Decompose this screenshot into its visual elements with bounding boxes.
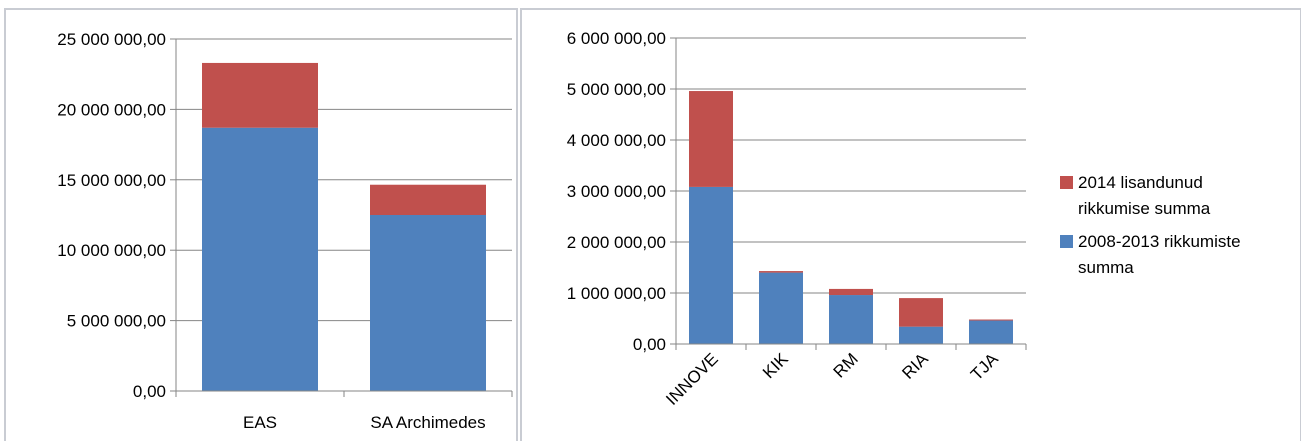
chart-panel-right: 0,00 1 000 000,00 2 000 000,00 3 000 000,00… — [520, 8, 1301, 441]
y-tick-label: 25 000 000,00 — [57, 30, 166, 49]
x-tick-label: EAS — [243, 413, 277, 432]
x-tick-label: RIA — [898, 349, 932, 383]
x-tick-label: RM — [830, 349, 862, 381]
bar-tja-series-1 — [969, 321, 1013, 344]
y-tick-label: 20 000 000,00 — [57, 100, 166, 119]
bar-ria-series-2 — [899, 298, 943, 327]
bar-innove-series-2 — [689, 91, 733, 187]
y-tick-label: 10 000 000,00 — [57, 241, 166, 260]
x-tick-label: KIK — [759, 349, 792, 382]
y-tick-label: 1 000 000,00 — [567, 284, 666, 303]
y-tick-label: 15 000 000,00 — [57, 171, 166, 190]
y-tick-label: 5 000 000,00 — [567, 80, 666, 99]
chart-left: 0,00 5 000 000,00 10 000 000,00 15 000 000,… — [6, 10, 516, 443]
bar-sa-archimedes-series-1 — [370, 215, 486, 391]
legend-swatch-2014 — [1060, 176, 1073, 189]
y-tick-label: 0,00 — [133, 382, 166, 401]
legend: 2014 lisandunud rikkumise summa 2008-201… — [1060, 170, 1278, 281]
chart-panel-left: 0,00 5 000 000,00 10 000 000,00 15 000 000,… — [4, 8, 518, 441]
y-tick-label: 2 000 000,00 — [567, 233, 666, 252]
bar-sa-archimedes-series-2 — [370, 185, 486, 215]
bar-rm-series-1 — [829, 295, 873, 344]
y-tick-label: 5 000 000,00 — [67, 312, 166, 331]
legend-item-2014: 2014 lisandunud rikkumise summa — [1060, 170, 1278, 222]
legend-label-2014: 2014 lisandunud rikkumise summa — [1078, 173, 1210, 218]
bar-eas-series-2 — [202, 63, 318, 128]
x-tick-label: TJA — [967, 349, 1002, 384]
bar-eas-series-1 — [202, 128, 318, 391]
x-tick-label: SA Archimedes — [370, 413, 485, 432]
legend-swatch-2008-2013 — [1060, 235, 1073, 248]
y-tick-label: 3 000 000,00 — [567, 182, 666, 201]
bar-tja-series-2 — [969, 320, 1013, 321]
legend-item-2008-2013: 2008-2013 rikkumiste summa — [1060, 229, 1278, 281]
y-tick-label: 4 000 000,00 — [567, 131, 666, 150]
bar-innove-series-1 — [689, 187, 733, 344]
bar-ria-series-1 — [899, 327, 943, 344]
legend-label-2008-2013: 2008-2013 rikkumiste summa — [1078, 232, 1241, 277]
bar-kik-series-1 — [759, 273, 803, 344]
bar-kik-series-2 — [759, 271, 803, 273]
bar-rm-series-2 — [829, 289, 873, 295]
x-tick-label: INNOVE — [662, 349, 722, 409]
y-tick-label: 0,00 — [633, 335, 666, 354]
y-tick-label: 6 000 000,00 — [567, 29, 666, 48]
